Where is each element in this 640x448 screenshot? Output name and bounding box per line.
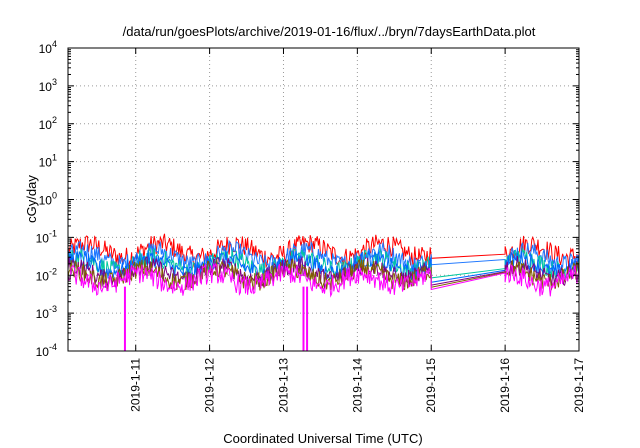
series-line: [67, 262, 580, 298]
series-line: [67, 233, 580, 269]
y-tick-label: 10-4: [36, 342, 57, 359]
x-tick-label: 2019-1-12: [203, 358, 217, 413]
grid: [68, 48, 579, 351]
y-tick-label: 104: [39, 39, 57, 56]
y-tick-label: 10-1: [36, 228, 57, 245]
y-tick-label: 102: [39, 115, 57, 132]
y-tick-label: 10-3: [36, 304, 57, 321]
x-tick-label: 2019-1-15: [424, 358, 438, 413]
x-tick-label: 2019-1-13: [276, 358, 290, 413]
axis-ticks: 10-4 10-3 10-2 10-1 100 101 102 103 104 2019-1-11…: [36, 39, 586, 413]
x-tick-label: 2019-1-17: [572, 358, 586, 413]
x-axis-label: Coordinated Universal Time (UTC): [223, 431, 422, 446]
series-layer: [67, 233, 580, 351]
y-tick-label: 100: [39, 191, 57, 208]
chart-title: /data/run/goesPlots/archive/2019-01-16/f…: [123, 24, 536, 39]
y-tick-label: 103: [39, 77, 57, 94]
y-axis-label: cGy/day: [24, 175, 39, 223]
x-tick-label: 2019-1-11: [129, 358, 143, 412]
x-tick-label: 2019-1-16: [498, 358, 512, 413]
y-tick-label: 101: [39, 153, 57, 170]
x-tick-label: 2019-1-14: [350, 358, 364, 413]
y-tick-label: 10-2: [36, 266, 57, 283]
